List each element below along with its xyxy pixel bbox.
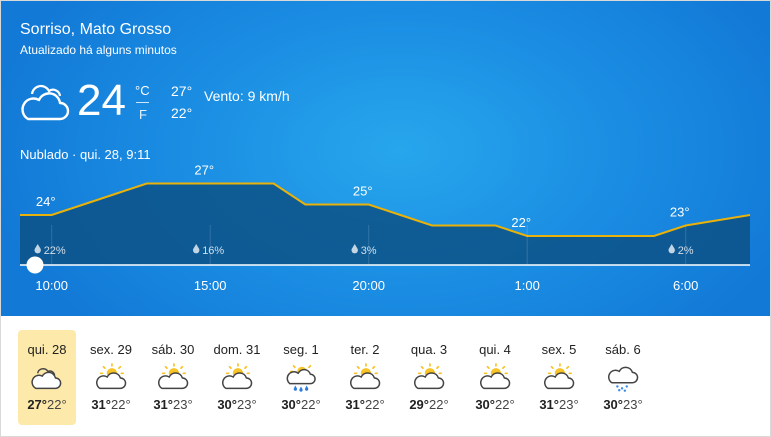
raindrop-icon — [351, 244, 358, 254]
precipitation-label: 16% — [202, 245, 224, 257]
temperature-line — [20, 182, 751, 237]
unit-fahrenheit[interactable]: F — [139, 107, 147, 122]
daily-forecast-strip: qui. 28 27°22° sex. 29 31°22° sáb. 30 31°23° d… — [0, 316, 771, 437]
hourly-temperature-chart[interactable]: 24° 27° 25° 22° 23° 22% 16% 3% 2% 10:00 15:00 20:00… — [0, 160, 771, 310]
precipitation-label: 22% — [44, 245, 66, 257]
low-temperature: 22° — [171, 105, 193, 121]
day-label: qua. 3 — [410, 342, 448, 357]
unit-divider — [136, 102, 149, 103]
time-tick-label: 6:00 — [673, 278, 698, 293]
partly-sunny-icon — [414, 363, 445, 390]
cloudy-icon — [21, 84, 70, 121]
day-low: 22° — [495, 397, 515, 412]
time-tick-label: 1:00 — [515, 278, 540, 293]
day-forecast-item[interactable]: dom. 31 30°23° — [208, 330, 266, 437]
day-label: sex. 29 — [90, 342, 132, 357]
day-label: ter. 2 — [350, 342, 380, 357]
day-forecast-item[interactable]: sáb. 6 30°23° — [594, 330, 652, 437]
time-tick-label: 10:00 — [35, 278, 68, 293]
partly-sunny-icon — [480, 363, 511, 390]
day-temperatures: 31°22° — [82, 397, 140, 412]
sunny-rain-icon — [286, 364, 316, 392]
temperature-area — [20, 183, 750, 265]
time-tick-label: 15:00 — [194, 278, 227, 293]
day-label: sáb. 6 — [605, 342, 641, 357]
day-temperatures: 31°23° — [530, 397, 588, 412]
cloud-drizzle-icon — [608, 366, 639, 392]
day-high: 29° — [409, 397, 429, 412]
day-high: 31° — [345, 397, 365, 412]
partly-sunny-icon — [96, 363, 127, 390]
cloudy-icon — [31, 368, 62, 390]
current-temperature: 24 — [77, 76, 126, 125]
raindrop-icon — [34, 244, 41, 254]
day-low: 22° — [429, 397, 449, 412]
current-weather-panel: Sorriso, Mato Grosso Atualizado há algun… — [0, 0, 771, 316]
partly-sunny-icon — [158, 363, 189, 390]
day-high: 30° — [281, 397, 301, 412]
day-forecast-item[interactable]: ter. 2 31°22° — [336, 330, 394, 437]
day-low: 22° — [301, 397, 321, 412]
day-label: sáb. 30 — [151, 342, 195, 357]
day-label: sex. 5 — [541, 342, 577, 357]
day-low: 22° — [47, 397, 67, 412]
day-temperatures: 30°23° — [208, 397, 266, 412]
raindrop-icon — [192, 244, 200, 254]
temperature-label: 23° — [670, 205, 690, 220]
day-low: 22° — [365, 397, 385, 412]
day-temperatures: 31°23° — [144, 397, 202, 412]
partly-sunny-icon — [222, 363, 253, 390]
time-tick-label: 20:00 — [352, 278, 385, 293]
day-forecast-item[interactable]: qui. 4 30°22° — [466, 330, 524, 437]
day-high: 30° — [603, 397, 623, 412]
temperature-label: 24° — [36, 194, 56, 209]
day-forecast-item[interactable]: sex. 5 31°23° — [530, 330, 588, 437]
day-forecast-item[interactable]: seg. 1 30°22° — [272, 330, 330, 437]
day-low: 23° — [237, 397, 257, 412]
unit-celsius[interactable]: °C — [135, 83, 150, 98]
partly-sunny-icon — [544, 363, 575, 390]
day-label: seg. 1 — [283, 342, 319, 357]
day-high: 30° — [475, 397, 495, 412]
day-low: 22° — [111, 397, 131, 412]
day-low: 23° — [173, 397, 193, 412]
day-high: 31° — [91, 397, 111, 412]
temperature-label: 25° — [353, 184, 373, 199]
day-high: 31° — [539, 397, 559, 412]
day-forecast-item[interactable]: qua. 3 29°22° — [400, 330, 458, 437]
day-label: qui. 28 — [27, 342, 67, 357]
chart-labels-group: 24° 27° 25° 22° 23° 22% 16% 3% 2% 10:00 15:00 20:00… — [26, 163, 698, 293]
time-slider-handle[interactable] — [26, 256, 44, 274]
day-temperatures: 30°22° — [272, 397, 330, 412]
day-temperatures: 29°22° — [400, 397, 458, 412]
day-temperatures: 31°22° — [336, 397, 394, 412]
day-forecast-item[interactable]: qui. 28 27°22° — [18, 330, 76, 425]
day-low: 23° — [623, 397, 643, 412]
day-forecast-item[interactable]: sáb. 30 31°23° — [144, 330, 202, 437]
raindrop-icon — [668, 244, 675, 254]
day-temperatures: 27°22° — [18, 397, 76, 412]
precipitation-label: 2% — [678, 245, 694, 257]
day-label: dom. 31 — [213, 342, 261, 357]
day-label: qui. 4 — [479, 342, 511, 357]
temperature-label: 22° — [511, 215, 531, 230]
location-title[interactable]: Sorriso, Mato Grosso — [20, 21, 172, 38]
chart-area-group — [20, 182, 751, 266]
wind-text: Vento: 9 km/h — [204, 88, 290, 104]
day-low: 23° — [559, 397, 579, 412]
updated-text: Atualizado há alguns minutos — [20, 43, 177, 57]
day-high: 30° — [217, 397, 237, 412]
day-temperatures: 30°22° — [466, 397, 524, 412]
temperature-label: 27° — [194, 163, 214, 178]
high-temperature: 27° — [171, 83, 193, 99]
day-high: 27° — [27, 397, 47, 412]
precipitation-label: 3% — [361, 245, 377, 257]
day-temperatures: 30°23° — [594, 397, 652, 412]
partly-sunny-icon — [350, 363, 381, 390]
day-high: 31° — [153, 397, 173, 412]
condition-text: Nublado · qui. 28, 9:11 — [20, 147, 151, 162]
day-forecast-item[interactable]: sex. 29 31°22° — [82, 330, 140, 437]
